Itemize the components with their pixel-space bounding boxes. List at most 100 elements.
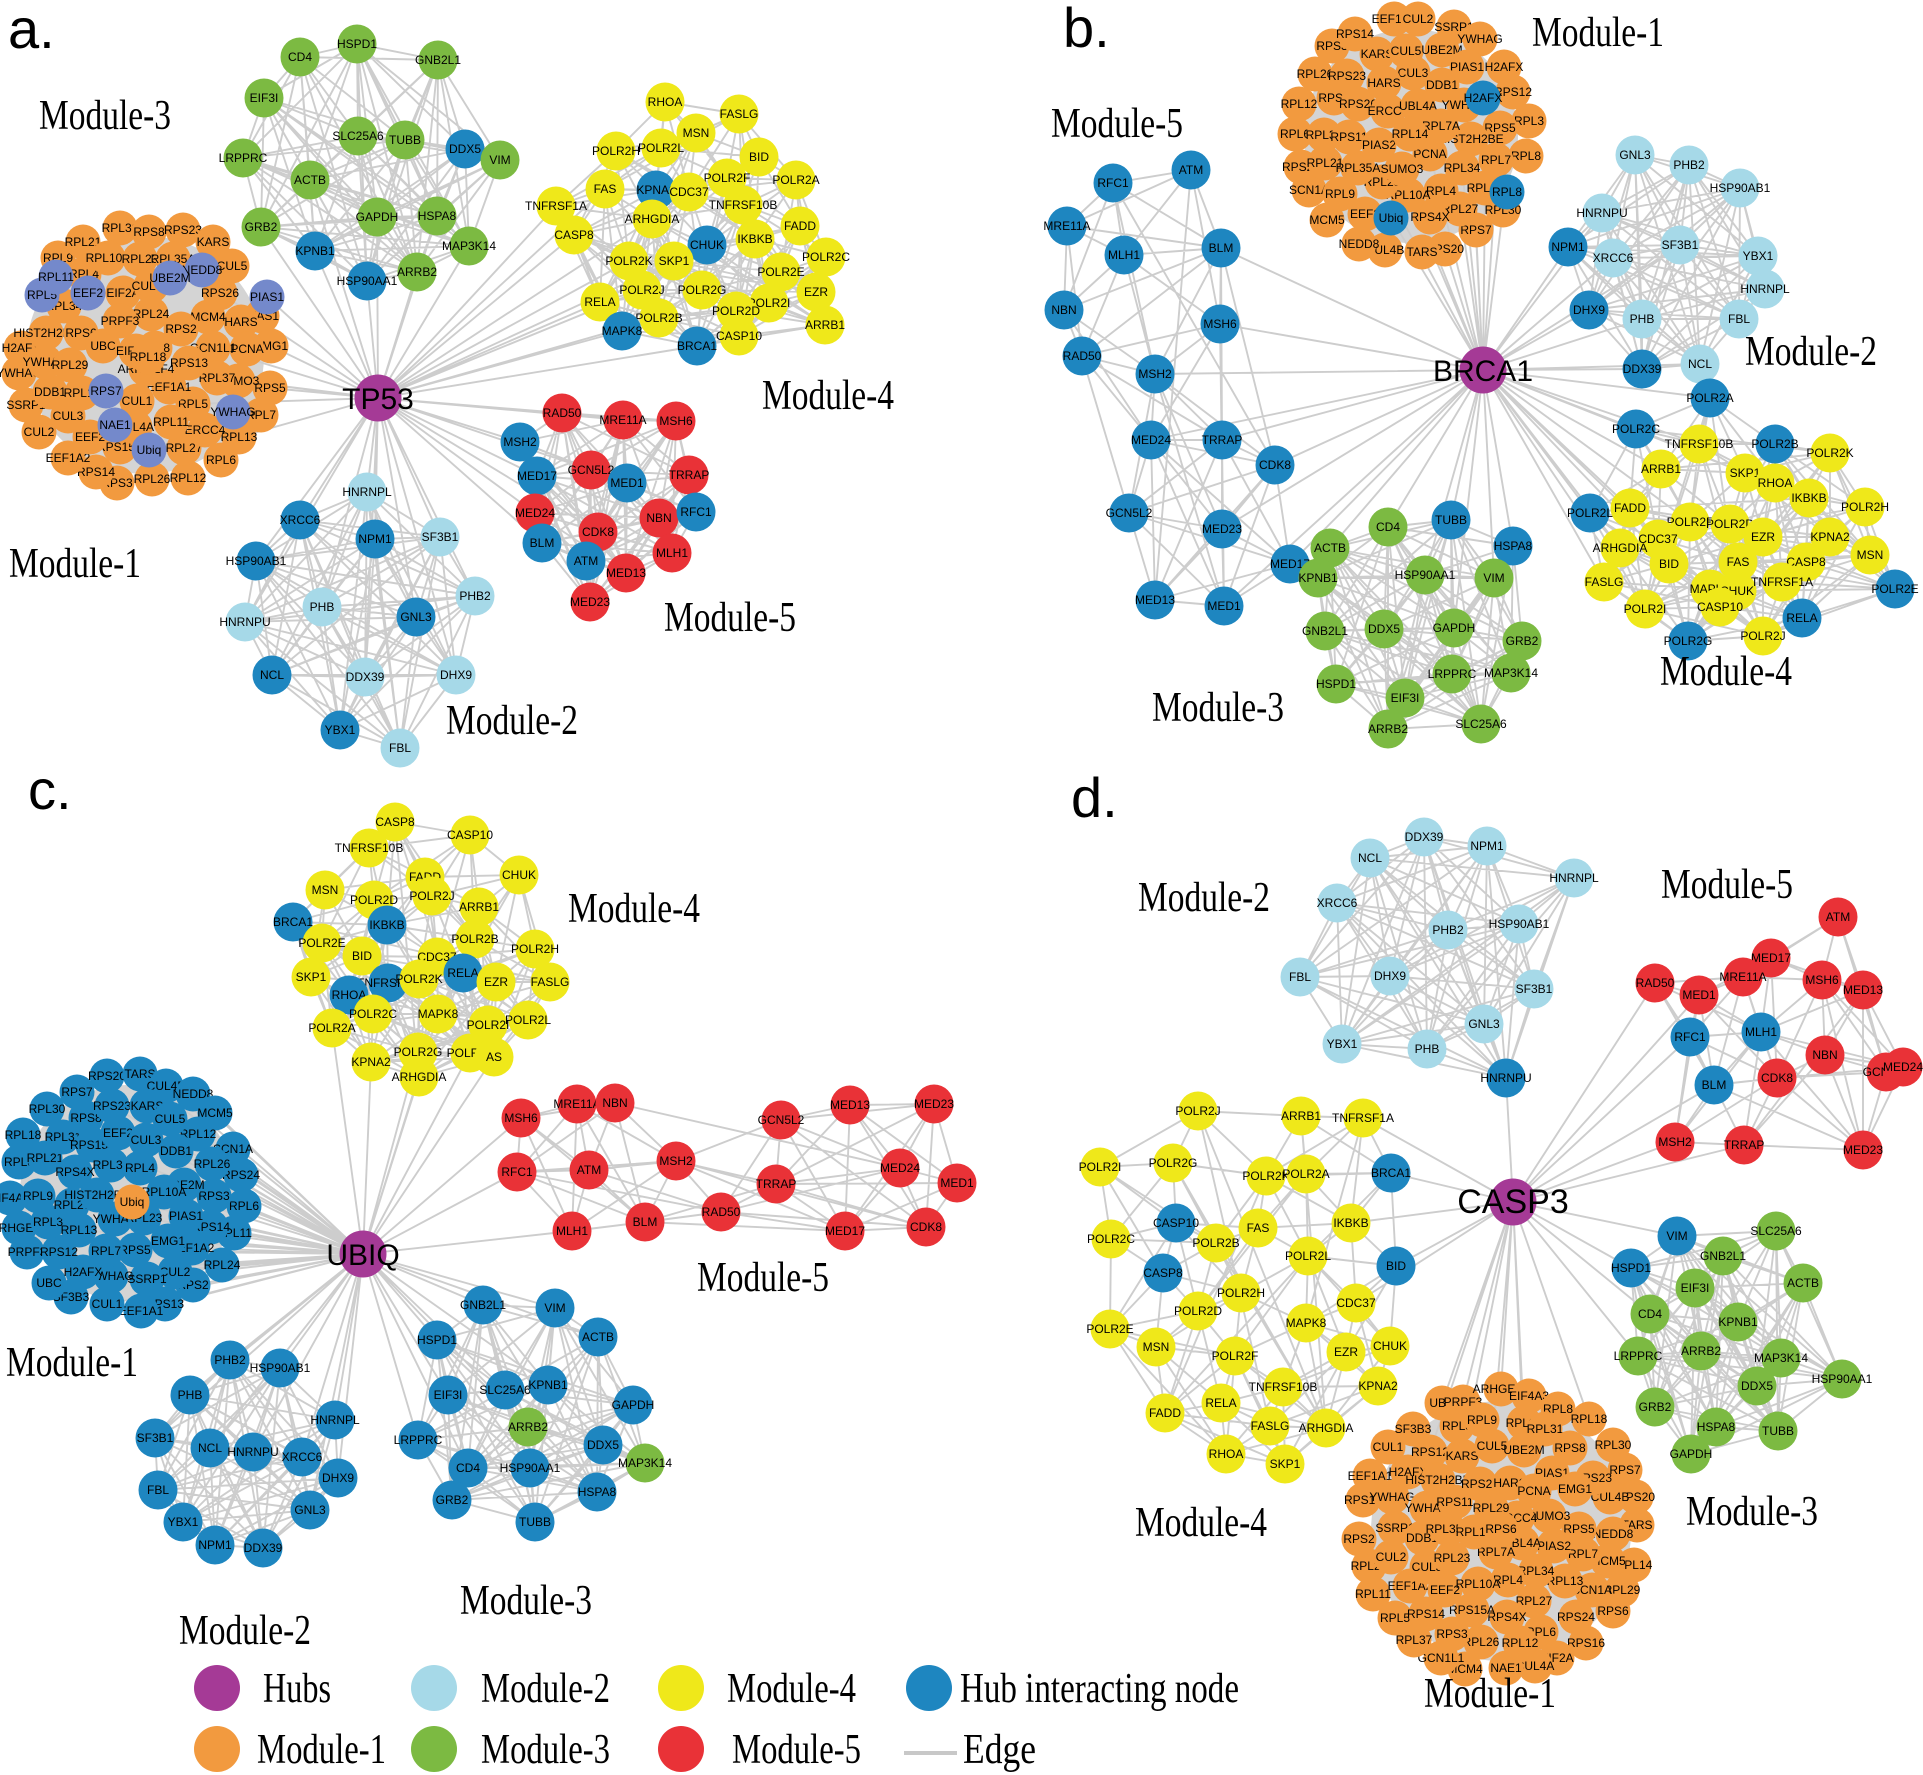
svg-text:CD4: CD4: [288, 50, 312, 64]
svg-text:POLR2B: POLR2B: [451, 932, 498, 946]
svg-text:CUL4B: CUL4B: [147, 1079, 186, 1093]
svg-text:IKBKB: IKBKB: [1791, 491, 1826, 505]
svg-text:POLR2K: POLR2K: [1806, 446, 1853, 460]
svg-text:NEDD8: NEDD8: [182, 263, 223, 277]
svg-text:POLR2G: POLR2G: [394, 1045, 443, 1059]
svg-text:LRPPRC: LRPPRC: [1614, 1349, 1663, 1363]
svg-text:UBIQ: UBIQ: [326, 1239, 399, 1272]
svg-text:RPL27: RPL27: [1516, 1594, 1553, 1608]
svg-text:GAPDH: GAPDH: [1433, 621, 1476, 635]
svg-text:HNRNPU: HNRNPU: [1576, 206, 1627, 220]
svg-text:RPL30: RPL30: [29, 1102, 66, 1116]
svg-text:TRRAP: TRRAP: [1202, 433, 1243, 447]
svg-text:MAP3K14: MAP3K14: [618, 1456, 672, 1470]
svg-text:MSH2: MSH2: [1138, 367, 1172, 381]
svg-text:RPL14: RPL14: [1392, 127, 1429, 141]
svg-text:RPL6: RPL6: [229, 1199, 259, 1213]
svg-text:RPL31: RPL31: [102, 221, 139, 235]
svg-text:EEF1A2: EEF1A2: [46, 451, 91, 465]
svg-text:RPL34: RPL34: [1444, 161, 1481, 175]
svg-text:RELA: RELA: [1205, 1396, 1236, 1410]
svg-text:SSRP1: SSRP1: [1375, 1521, 1415, 1535]
svg-text:BLM: BLM: [1209, 241, 1234, 255]
svg-text:RPL5: RPL5: [178, 397, 208, 411]
svg-text:POLR2L: POLR2L: [1567, 506, 1613, 520]
svg-text:NPM1: NPM1: [198, 1538, 232, 1552]
svg-text:CUL1: CUL1: [92, 1297, 123, 1311]
svg-text:CDK8: CDK8: [582, 525, 614, 539]
svg-text:Hubs: Hubs: [263, 1666, 331, 1712]
svg-text:MLH1: MLH1: [1745, 1025, 1777, 1039]
svg-text:TARS: TARS: [1406, 245, 1437, 259]
svg-text:HSPA8: HSPA8: [1494, 539, 1533, 553]
svg-text:KPNB1: KPNB1: [1718, 1315, 1758, 1329]
svg-text:GAPDH: GAPDH: [612, 1398, 655, 1412]
svg-text:RPS5: RPS5: [1484, 121, 1516, 135]
svg-text:EZR: EZR: [804, 285, 828, 299]
svg-text:RPL9: RPL9: [1467, 1413, 1497, 1427]
svg-text:PIAS2: PIAS2: [1537, 1539, 1571, 1553]
svg-text:RPS12: RPS12: [40, 1245, 78, 1259]
svg-text:HIST2H2BE: HIST2H2BE: [1405, 1473, 1470, 1487]
svg-text:Module-3: Module-3: [1686, 1489, 1818, 1535]
svg-text:RPS5: RPS5: [1563, 1522, 1595, 1536]
svg-text:MSN: MSN: [1857, 548, 1884, 562]
svg-text:DDX5: DDX5: [587, 1438, 619, 1452]
svg-text:FASLG: FASLG: [720, 107, 759, 121]
svg-text:PRPF3: PRPF3: [8, 1245, 47, 1259]
svg-text:Module-4: Module-4: [727, 1666, 856, 1712]
svg-text:HNRNPU: HNRNPU: [1480, 1071, 1531, 1085]
svg-text:PIAS1: PIAS1: [250, 290, 284, 304]
svg-text:RPL12: RPL12: [1502, 1636, 1539, 1650]
svg-text:Module-1: Module-1: [1532, 10, 1664, 56]
svg-text:POLR2J: POLR2J: [1175, 1104, 1220, 1118]
svg-text:RHOA: RHOA: [332, 988, 367, 1002]
svg-text:HSP90AA1: HSP90AA1: [1395, 568, 1456, 582]
svg-text:SUMO3: SUMO3: [1528, 1509, 1571, 1523]
svg-text:NPM1: NPM1: [1551, 240, 1585, 254]
svg-text:HNRNPL: HNRNPL: [342, 485, 392, 499]
svg-text:TNFRSF10B: TNFRSF10B: [335, 841, 404, 855]
svg-text:TP53: TP53: [342, 383, 414, 416]
svg-text:RPL23: RPL23: [122, 252, 159, 266]
svg-text:RPS4X: RPS4X: [1487, 1610, 1526, 1624]
svg-text:POLR2E: POLR2E: [757, 265, 804, 279]
svg-text:RPL24: RPL24: [204, 1258, 241, 1272]
svg-text:RPS8: RPS8: [133, 225, 165, 239]
svg-text:POLR2D: POLR2D: [350, 893, 398, 907]
svg-text:POLR2G: POLR2G: [1149, 1156, 1198, 1170]
svg-text:HNRNPU: HNRNPU: [219, 615, 270, 629]
svg-text:MCM4: MCM4: [190, 310, 226, 324]
svg-text:UBE2M: UBE2M: [149, 271, 190, 285]
svg-text:RPL37: RPL37: [1396, 1633, 1433, 1647]
svg-text:TRRAP: TRRAP: [1724, 1138, 1765, 1152]
svg-text:RPL6: RPL6: [1280, 127, 1310, 141]
svg-text:DDX39: DDX39: [1623, 362, 1662, 376]
svg-text:PHB: PHB: [1415, 1042, 1440, 1056]
svg-text:RPL14: RPL14: [1456, 1525, 1493, 1539]
svg-text:RPL10A: RPL10A: [1386, 188, 1431, 202]
svg-text:PRPF3: PRPF3: [101, 314, 140, 328]
svg-text:EEF2: EEF2: [1430, 1583, 1460, 1597]
svg-text:MED1: MED1: [1682, 988, 1716, 1002]
svg-text:RPS7: RPS7: [1609, 1463, 1641, 1477]
svg-text:KPNA2: KPNA2: [351, 1055, 391, 1069]
svg-text:CUL5: CUL5: [1477, 1439, 1508, 1453]
svg-text:Ubiq: Ubiq: [137, 443, 162, 457]
svg-text:MSH6: MSH6: [504, 1111, 538, 1125]
svg-text:Module-3: Module-3: [1152, 685, 1284, 731]
svg-text:SLC25A6: SLC25A6: [1750, 1224, 1802, 1238]
svg-text:Module-2: Module-2: [481, 1666, 610, 1712]
svg-text:FASLG: FASLG: [1251, 1419, 1290, 1433]
svg-text:TNFRSF10B: TNFRSF10B: [1249, 1380, 1318, 1394]
svg-text:RPL31: RPL31: [45, 1130, 82, 1144]
svg-text:BID: BID: [352, 949, 372, 963]
svg-text:CDK8: CDK8: [910, 1220, 942, 1234]
svg-text:POLR2B: POLR2B: [635, 311, 682, 325]
svg-text:CHUK: CHUK: [1373, 1339, 1407, 1353]
svg-text:CUL5: CUL5: [155, 1112, 186, 1126]
svg-text:RPS6: RPS6: [1597, 1604, 1629, 1618]
svg-text:MAPK8: MAPK8: [418, 1007, 459, 1021]
svg-text:DDX39: DDX39: [346, 670, 385, 684]
svg-text:Hub interacting node: Hub interacting node: [960, 1666, 1239, 1712]
